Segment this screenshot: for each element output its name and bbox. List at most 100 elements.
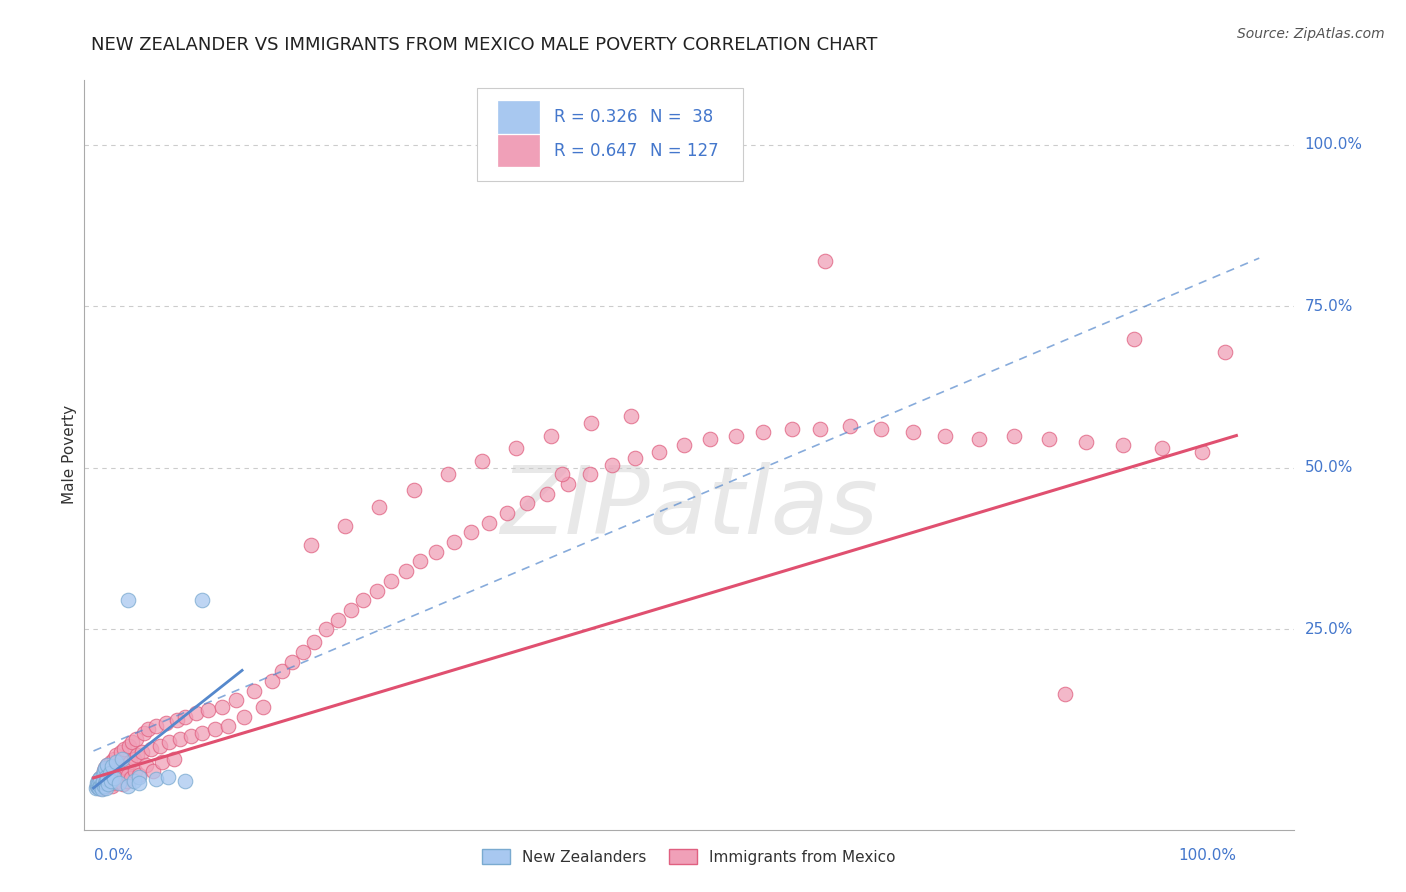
Point: [128, 776, 150, 790]
Point: [505, 442, 527, 456]
Point: [107, 776, 129, 790]
Point: [84, 780, 107, 795]
Point: [128, 767, 150, 781]
Point: [557, 477, 579, 491]
Point: [217, 719, 239, 733]
Point: [103, 751, 125, 765]
Point: [138, 723, 160, 737]
Point: [94, 780, 117, 795]
Point: [339, 603, 361, 617]
Point: [98, 765, 121, 780]
Point: [100, 755, 122, 769]
Point: [100, 774, 122, 789]
Text: N =  38: N = 38: [650, 108, 713, 126]
Point: [117, 593, 139, 607]
Point: [96, 758, 118, 772]
Point: [191, 593, 214, 607]
Point: [145, 719, 167, 733]
Point: [967, 432, 990, 446]
Point: [89, 771, 111, 785]
Point: [105, 748, 128, 763]
Point: [204, 723, 226, 737]
Point: [602, 458, 624, 472]
Point: [752, 425, 775, 440]
Point: [120, 755, 142, 769]
Point: [252, 699, 274, 714]
Point: [91, 780, 114, 795]
Point: [114, 761, 136, 775]
Point: [156, 770, 179, 784]
Point: [96, 758, 118, 772]
Point: [242, 683, 264, 698]
Point: [96, 772, 118, 787]
Text: 0.0%: 0.0%: [94, 848, 132, 863]
Point: [315, 623, 337, 637]
Point: [536, 486, 558, 500]
Point: [94, 761, 117, 775]
Point: [93, 779, 115, 793]
Text: R = 0.647: R = 0.647: [554, 142, 637, 160]
Point: [180, 729, 202, 743]
Text: 100.0%: 100.0%: [1305, 137, 1362, 153]
Point: [101, 759, 124, 773]
Point: [86, 776, 108, 790]
Point: [111, 764, 134, 779]
Point: [124, 764, 146, 779]
Point: [368, 500, 391, 514]
Point: [112, 777, 135, 791]
Text: N = 127: N = 127: [650, 142, 718, 160]
Text: 75.0%: 75.0%: [1305, 299, 1353, 314]
Point: [402, 483, 425, 498]
Point: [91, 767, 114, 781]
Point: [155, 716, 177, 731]
Point: [808, 422, 831, 436]
Text: 25.0%: 25.0%: [1305, 622, 1353, 637]
Text: ZIPatlas: ZIPatlas: [501, 462, 877, 553]
Point: [366, 583, 388, 598]
Point: [111, 751, 134, 765]
Point: [579, 416, 602, 430]
Point: [425, 545, 447, 559]
Point: [90, 781, 112, 796]
Point: [260, 673, 283, 688]
Point: [87, 780, 110, 794]
Point: [139, 741, 162, 756]
Point: [86, 779, 108, 793]
Point: [142, 764, 165, 779]
Point: [128, 770, 150, 784]
Point: [91, 774, 114, 789]
Point: [90, 777, 112, 791]
Point: [233, 709, 256, 723]
Point: [1112, 438, 1135, 452]
Point: [814, 254, 837, 268]
Point: [101, 761, 124, 775]
Point: [93, 764, 115, 779]
Point: [89, 779, 111, 793]
Text: NEW ZEALANDER VS IMMIGRANTS FROM MEXICO MALE POVERTY CORRELATION CHART: NEW ZEALANDER VS IMMIGRANTS FROM MEXICO …: [91, 36, 877, 54]
Point: [291, 645, 314, 659]
Point: [135, 758, 157, 772]
Point: [125, 732, 148, 747]
Text: Source: ZipAtlas.com: Source: ZipAtlas.com: [1237, 27, 1385, 41]
Legend: New Zealanders, Immigrants from Mexico: New Zealanders, Immigrants from Mexico: [477, 842, 901, 871]
Point: [271, 665, 294, 679]
Point: [104, 776, 127, 790]
Point: [105, 755, 128, 769]
Point: [115, 774, 138, 789]
Point: [174, 774, 197, 789]
Point: [1002, 428, 1025, 442]
Point: [478, 516, 501, 530]
Point: [1074, 435, 1097, 450]
Point: [94, 770, 117, 784]
Point: [302, 635, 325, 649]
Point: [225, 693, 247, 707]
Y-axis label: Male Poverty: Male Poverty: [62, 405, 77, 505]
Point: [97, 777, 120, 791]
Point: [197, 703, 219, 717]
Point: [624, 451, 647, 466]
Point: [1038, 432, 1060, 446]
Point: [326, 613, 349, 627]
Point: [86, 779, 108, 793]
Point: [780, 422, 803, 436]
Point: [496, 506, 519, 520]
